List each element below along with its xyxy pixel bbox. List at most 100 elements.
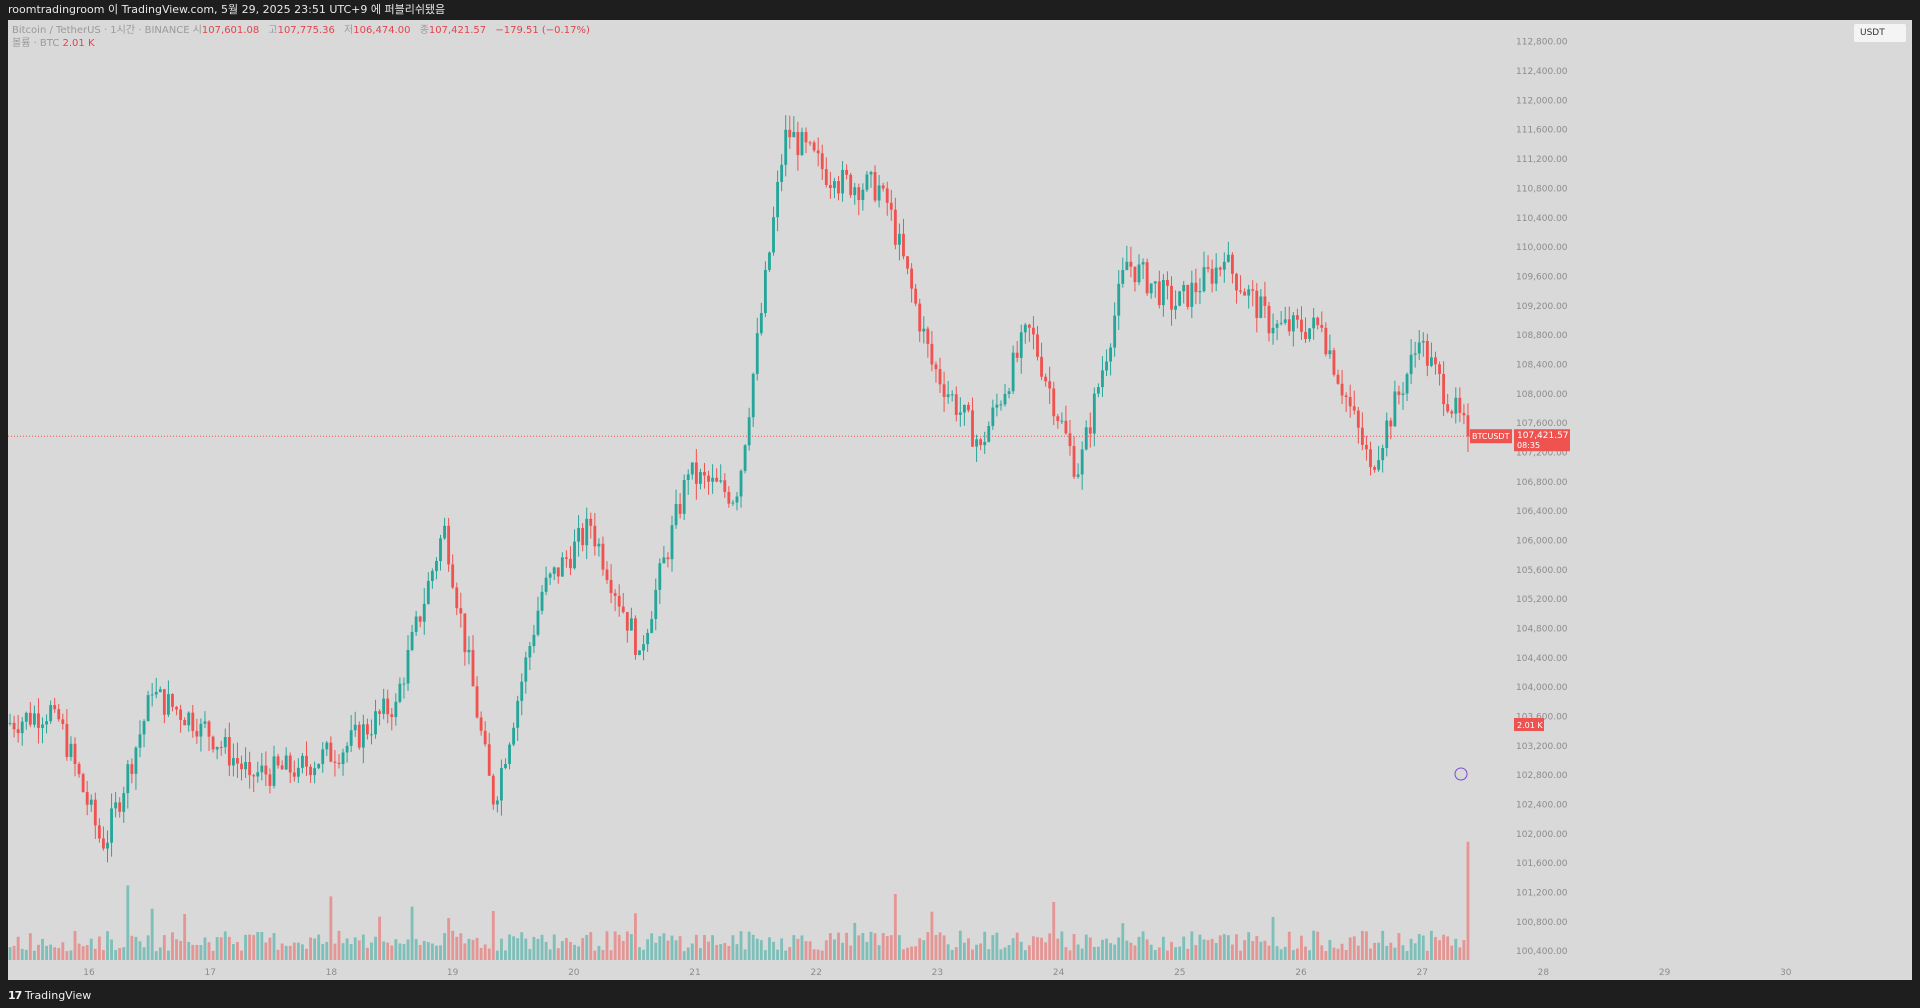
volume-bar	[1356, 945, 1360, 960]
y-tick-label: 107,200.00	[1516, 448, 1568, 458]
candle-body	[426, 580, 430, 604]
volume-bar	[1044, 942, 1048, 960]
volume-bar	[1409, 938, 1413, 960]
candle-body	[987, 425, 991, 442]
volume-bar	[512, 936, 516, 960]
volume-bar	[686, 947, 690, 960]
candle-body	[577, 527, 581, 542]
volume-bar	[1092, 946, 1096, 960]
candle-body	[199, 723, 203, 737]
volume-bar	[61, 942, 65, 960]
volume-bar	[938, 932, 942, 960]
legend-open: 107,601.08	[201, 25, 260, 36]
volume-bar	[508, 934, 511, 960]
volume-bar	[418, 944, 422, 960]
candle-body	[1186, 284, 1190, 307]
candle-body	[1397, 391, 1401, 396]
candle-body	[49, 705, 53, 722]
volume-bar	[528, 948, 532, 960]
candle-body	[1360, 427, 1364, 445]
candle-body	[528, 646, 532, 658]
y-tick-label: 112,000.00	[1516, 96, 1568, 106]
volume-bar	[1157, 947, 1161, 960]
candle-body	[845, 169, 849, 175]
volume-bar	[1149, 944, 1153, 960]
volume-bar	[1166, 950, 1169, 960]
volume-bar	[1117, 937, 1121, 960]
candle-body	[967, 404, 970, 411]
volume-bar	[1381, 930, 1385, 960]
candle-body	[219, 746, 223, 748]
volume-bar	[1129, 942, 1133, 960]
volume-bar	[784, 950, 788, 960]
candle-body	[906, 256, 909, 269]
volume-bar	[495, 950, 499, 960]
candle-body	[479, 717, 483, 731]
candle-body	[309, 766, 312, 776]
candle-body	[776, 181, 780, 218]
candle-body	[1198, 291, 1202, 293]
candle-body	[1088, 427, 1092, 434]
candlestick-chart[interactable]: 100,400.00 100,800.00 101,200.00 101,600.00…	[8, 20, 1912, 980]
volume-bar	[682, 951, 686, 960]
volume-bar	[1429, 930, 1433, 960]
volume-bar	[1304, 946, 1307, 960]
volume-bar	[292, 942, 296, 960]
candle-body	[77, 764, 81, 775]
volume-bar	[479, 947, 483, 960]
candle-body	[130, 764, 134, 774]
candle-body	[841, 169, 844, 194]
volume-bar	[447, 917, 451, 960]
volume-bar	[97, 936, 101, 960]
volume-bar	[1385, 945, 1389, 960]
volume-bar	[1316, 931, 1320, 960]
candle-body	[341, 752, 345, 765]
candle-body	[1316, 317, 1320, 326]
candle-body	[560, 557, 564, 577]
candle-body	[979, 439, 983, 446]
volume-bar	[219, 937, 223, 960]
candle-body	[727, 491, 731, 504]
volume-bar	[569, 941, 572, 960]
y-tick-label: 105,200.00	[1516, 595, 1568, 605]
candle-body	[686, 474, 690, 480]
volume-bar	[106, 931, 109, 960]
candle-body	[1389, 420, 1393, 427]
candle-body	[755, 333, 759, 374]
volume-bar	[841, 942, 844, 960]
volume-bar	[1088, 937, 1092, 960]
volume-bar	[719, 944, 723, 960]
volume-bar	[621, 940, 625, 960]
volume-bar	[560, 941, 564, 960]
candle-body	[459, 608, 463, 614]
volume-bar	[1178, 946, 1182, 960]
candle-body	[1352, 406, 1356, 411]
candle-body	[81, 774, 85, 792]
candle-body	[207, 721, 211, 737]
volume-bar	[1161, 936, 1165, 960]
volume-bar	[780, 938, 784, 960]
volume-bar	[914, 946, 918, 960]
candle-body	[1194, 282, 1198, 293]
volume-bar	[24, 949, 28, 960]
candle-body	[1429, 357, 1433, 366]
currency-selector[interactable]: USDT	[1854, 24, 1906, 42]
volume-bar	[463, 943, 467, 960]
volume-bar	[995, 932, 999, 960]
candle-body	[85, 791, 89, 805]
chart-panel[interactable]: 100,400.00 100,800.00 101,200.00 101,600.00…	[8, 20, 1912, 980]
candle-body	[171, 694, 174, 707]
volume-bar	[296, 942, 300, 960]
candle-body	[707, 475, 710, 482]
candle-body	[650, 619, 654, 633]
candle-body	[698, 471, 702, 484]
candle-body	[114, 802, 118, 809]
candle-body	[1096, 387, 1100, 394]
candle-body	[138, 734, 142, 748]
volume-bar	[1194, 945, 1198, 960]
volume-bar	[772, 941, 775, 960]
volume-bar	[1072, 934, 1076, 960]
volume-bar	[792, 935, 796, 960]
candle-body	[1324, 327, 1328, 355]
volume-bar	[1096, 946, 1100, 960]
